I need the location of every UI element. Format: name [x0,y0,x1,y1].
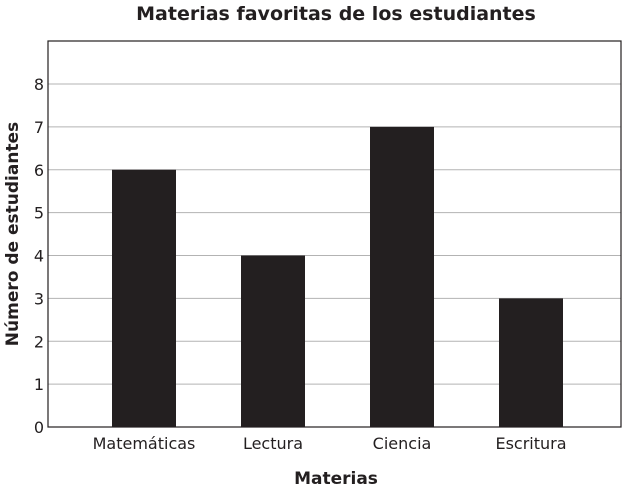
bar-ciencia [370,126,434,427]
x-tick-label: Escritura [495,434,566,453]
bar-matemáticas [112,169,176,427]
bars [112,126,563,427]
x-tick-label: Matemáticas [93,434,196,453]
plot-frame [47,40,622,428]
y-tick-label: 1 [34,375,44,394]
y-tick-label: 2 [34,332,44,351]
bar-escritura [499,298,563,427]
y-tick-label: 7 [34,118,44,137]
y-tick-label: 5 [34,204,44,223]
y-tick-label: 3 [34,289,44,308]
y-tick-label: 8 [34,75,44,94]
x-tick-label: Ciencia [373,434,432,453]
y-axis-title: Número de estudiantes [3,122,23,346]
chart-title: Materias favoritas de los estudiantes [136,3,536,25]
y-tick-labels: 0 1 2 3 4 5 6 7 8 [34,75,44,437]
x-tick-labels: Matemáticas Lectura Ciencia Escritura [93,434,567,453]
y-tick-label: 4 [34,247,44,266]
x-axis-title: Materias [294,469,378,489]
y-tick-label: 6 [34,161,44,180]
y-tick-label: 0 [34,418,44,437]
x-tick-label: Lectura [243,434,303,453]
bar-lectura [241,255,305,427]
